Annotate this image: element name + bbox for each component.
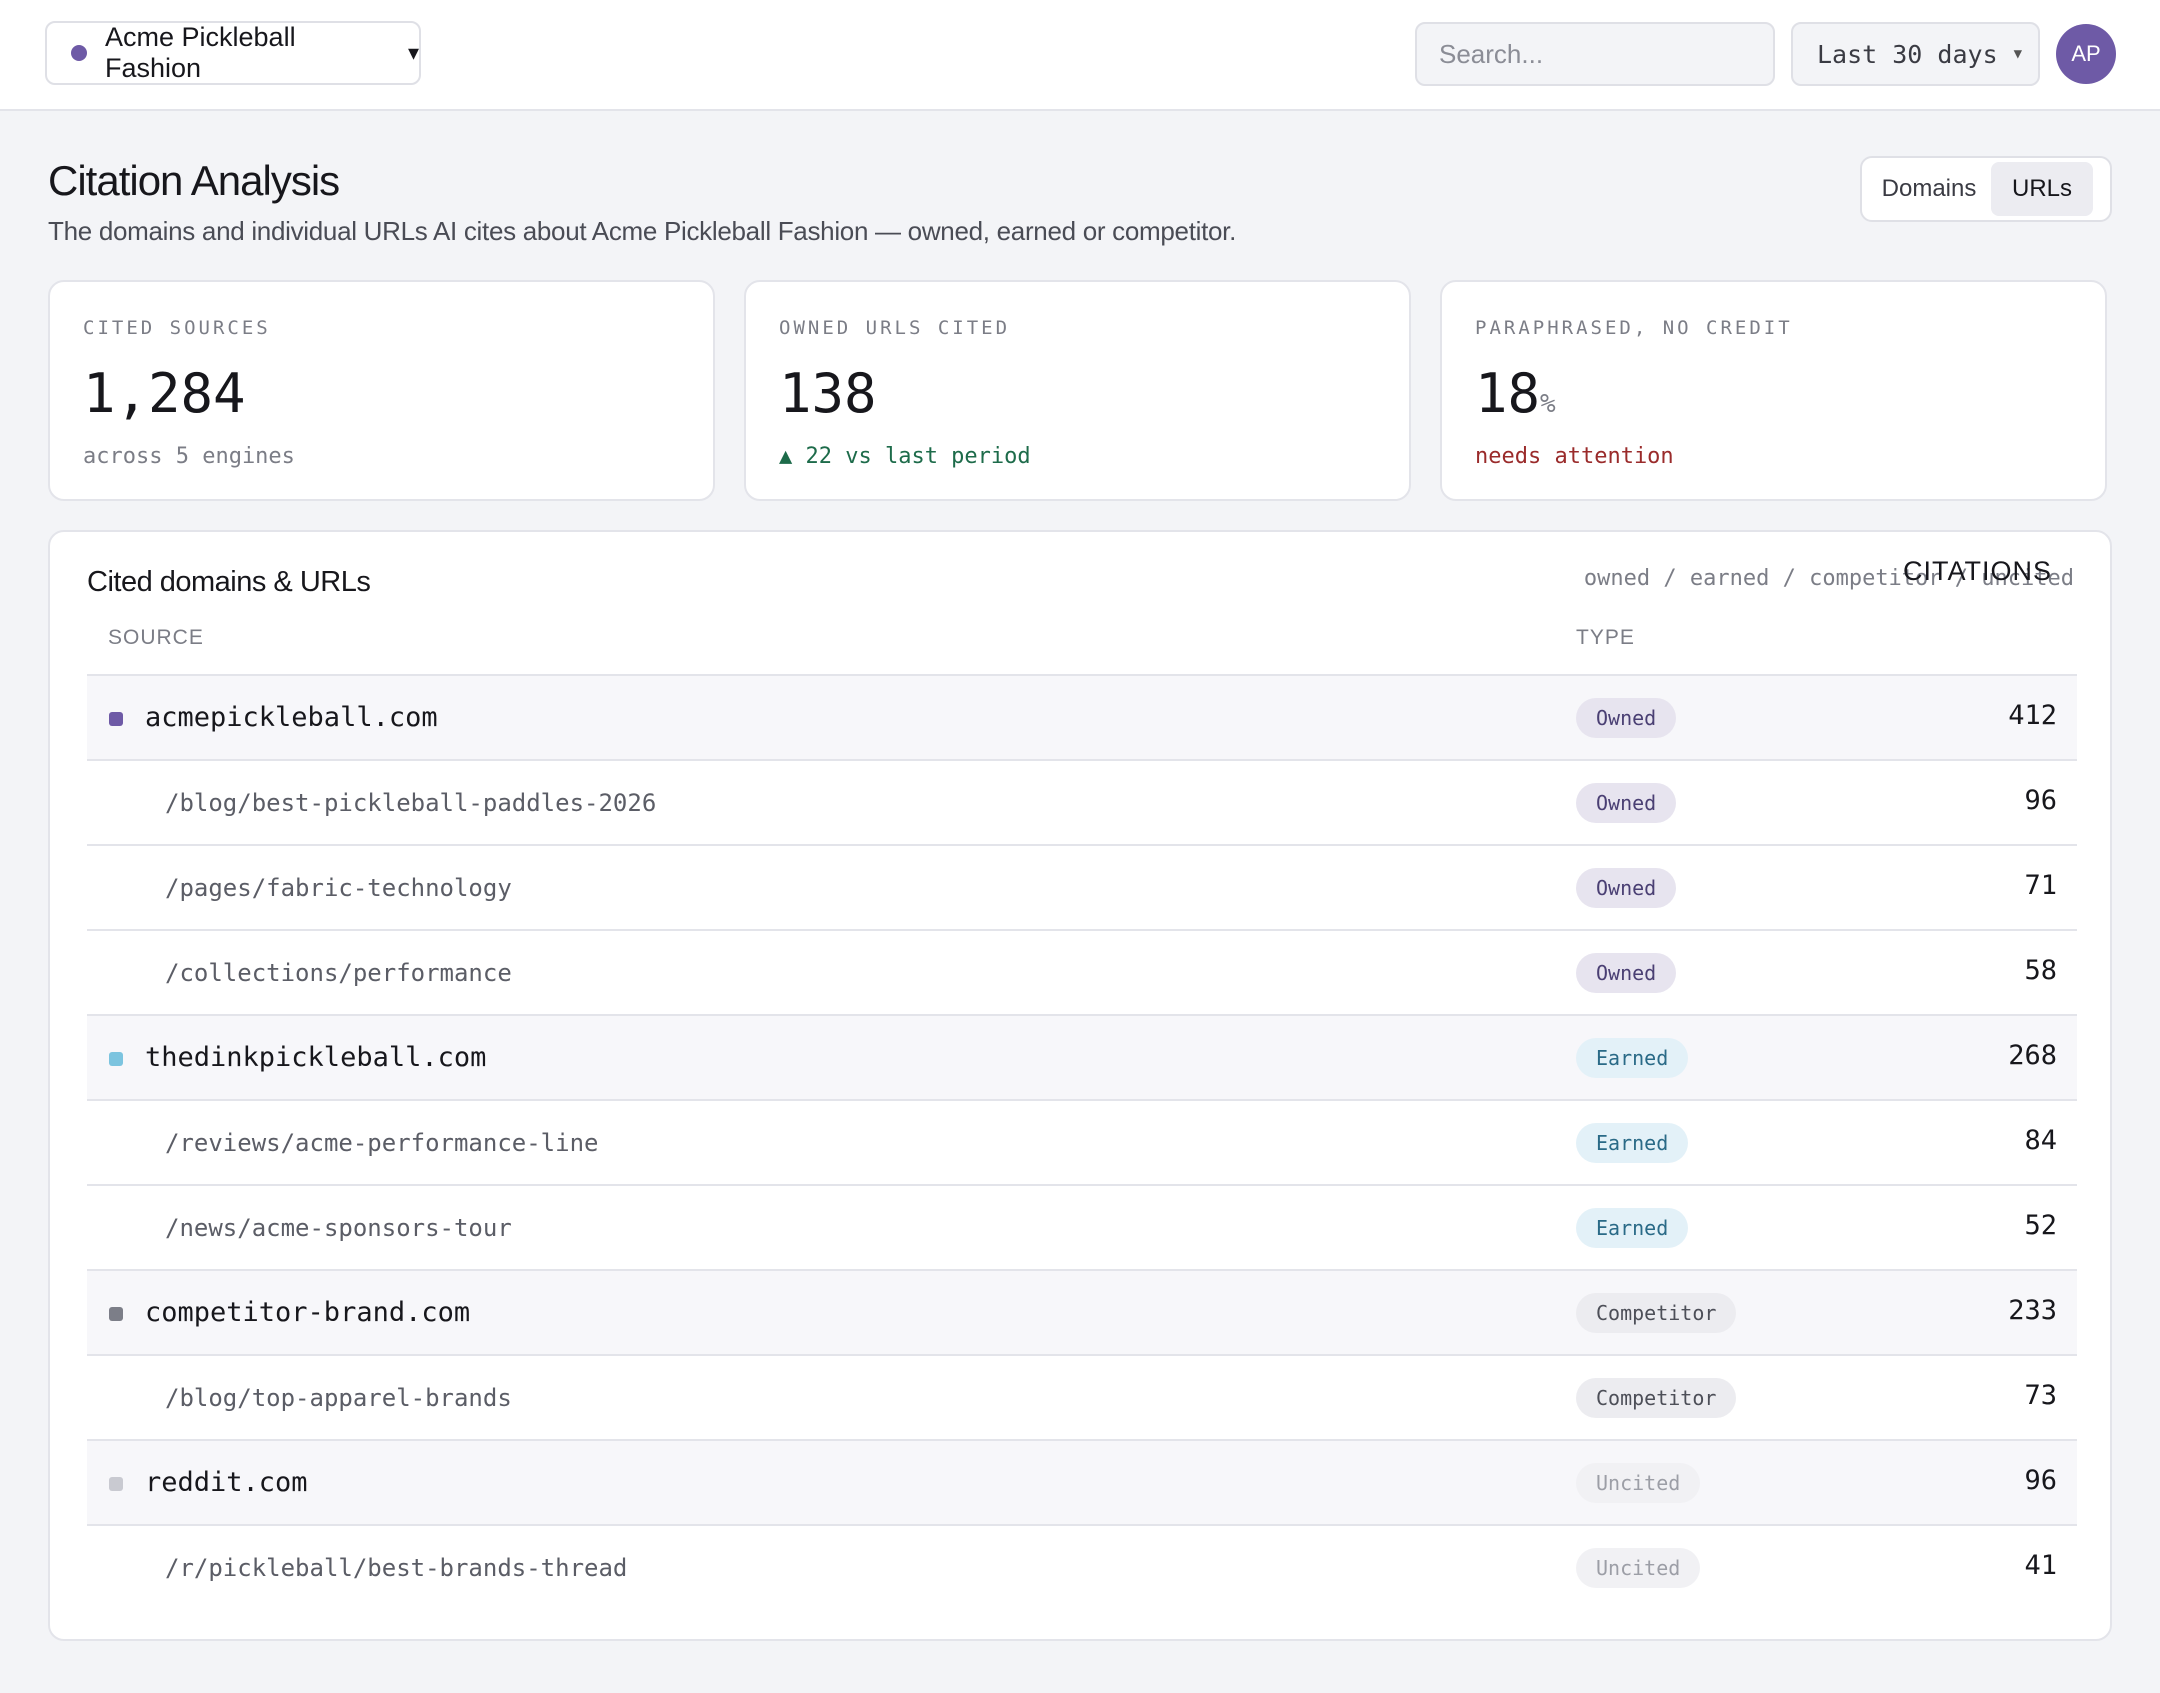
top-bar: Acme Pickleball Fashion ▾ Last 30 days ▼… bbox=[0, 0, 2160, 111]
kpi-label: CITED SOURCES bbox=[83, 317, 271, 339]
type-legend: owned / earned / competitor / uncited bbox=[1583, 566, 2074, 591]
table-row-url[interactable]: /pages/fabric-technology Owned 71 bbox=[87, 846, 2077, 931]
table-row-url[interactable]: /blog/best-pickleball-paddles-2026 Owned 9… bbox=[87, 761, 2077, 846]
citations-cell: 233 bbox=[2008, 1295, 2057, 1326]
type-badge: Earned bbox=[1576, 1038, 1689, 1078]
source-cell[interactable]: /news/acme-sponsors-tour bbox=[165, 1214, 512, 1242]
table-row-domain[interactable]: competitor-brand.com Competitor 233 bbox=[87, 1271, 2077, 1356]
citations-cell: 412 bbox=[2008, 700, 2057, 731]
kpi-card-cited-sources: CITED SOURCES 1,284 across 5 engines bbox=[48, 280, 715, 501]
source-cell[interactable]: /r/pickleball/best-brands-thread bbox=[165, 1554, 628, 1582]
kpi-value: 1,284 bbox=[83, 362, 246, 425]
type-badge: Owned bbox=[1576, 953, 1677, 993]
table-row-url[interactable]: /reviews/acme-performance-line Earned 84 bbox=[87, 1101, 2077, 1186]
column-header-source[interactable]: SOURCE bbox=[108, 626, 204, 649]
kpi-label: PARAPHRASED, NO CREDIT bbox=[1475, 317, 1793, 339]
chevron-down-icon: ▾ bbox=[407, 40, 419, 65]
source-cell: thedinkpickleball.com bbox=[145, 1042, 487, 1073]
citations-cell: 96 bbox=[2024, 1465, 2057, 1496]
type-swatch-icon bbox=[109, 1477, 123, 1491]
source-cell[interactable]: /reviews/acme-performance-line bbox=[165, 1129, 599, 1157]
citations-cell: 71 bbox=[2024, 870, 2057, 901]
type-badge: Uncited bbox=[1576, 1548, 1701, 1588]
panel-title: Cited domains & URLs bbox=[87, 566, 371, 598]
citations-cell: 84 bbox=[2024, 1125, 2057, 1156]
type-badge: Competitor bbox=[1576, 1293, 1737, 1333]
table-row-url[interactable]: /r/pickleball/best-brands-thread Uncited 4… bbox=[87, 1526, 2077, 1611]
brand-switcher[interactable]: Acme Pickleball Fashion ▾ bbox=[45, 21, 421, 85]
page-title: Citation Analysis bbox=[48, 157, 340, 204]
search-input[interactable] bbox=[1415, 22, 1775, 86]
source-cell[interactable]: /blog/best-pickleball-paddles-2026 bbox=[165, 789, 657, 817]
table-body: acmepickleball.com Owned 412/blog/best-pic… bbox=[87, 674, 2077, 1611]
avatar[interactable]: AP bbox=[2056, 24, 2116, 84]
type-badge: Competitor bbox=[1576, 1378, 1737, 1418]
kpi-value: 18% bbox=[1475, 362, 1556, 425]
source-cell[interactable]: /pages/fabric-technology bbox=[165, 874, 512, 902]
table-row-domain[interactable]: acmepickleball.com Owned 412 bbox=[87, 676, 2077, 761]
table-row-url[interactable]: /collections/performance Owned 58 bbox=[87, 931, 2077, 1016]
source-cell[interactable]: /blog/top-apparel-brands bbox=[165, 1384, 512, 1412]
citations-cell: 73 bbox=[2024, 1380, 2057, 1411]
kpi-value: 138 bbox=[779, 362, 877, 425]
citations-cell: 58 bbox=[2024, 955, 2057, 986]
citations-cell: 268 bbox=[2008, 1040, 2057, 1071]
page-subtitle: The domains and individual URLs AI cites… bbox=[48, 216, 1237, 246]
chevron-down-icon: ▼ bbox=[2013, 46, 2023, 62]
citations-cell: 41 bbox=[2024, 1550, 2057, 1581]
type-badge: Owned bbox=[1576, 868, 1677, 908]
type-badge: Uncited bbox=[1576, 1463, 1701, 1503]
kpi-card-owned-urls: OWNED URLS CITED 138 ▲ 22 vs last period bbox=[744, 280, 1411, 501]
kpi-card-paraphrased: PARAPHRASED, NO CREDIT 18% needs attenti… bbox=[1440, 280, 2107, 501]
brand-dot-icon bbox=[71, 45, 87, 61]
column-header-type[interactable]: TYPE bbox=[1576, 626, 1635, 649]
kpi-note: needs attention bbox=[1475, 444, 1674, 469]
table-row-domain[interactable]: thedinkpickleball.com Earned 268 bbox=[87, 1016, 2077, 1101]
type-badge: Owned bbox=[1576, 783, 1677, 823]
citations-cell: 96 bbox=[2024, 785, 2057, 816]
type-badge: Owned bbox=[1576, 698, 1677, 738]
kpi-label: OWNED URLS CITED bbox=[779, 317, 1011, 339]
toggle-domains[interactable]: Domains bbox=[1881, 175, 1977, 202]
source-cell: reddit.com bbox=[145, 1467, 308, 1498]
table-row-domain[interactable]: reddit.com Uncited 96 bbox=[87, 1441, 2077, 1526]
source-cell: acmepickleball.com bbox=[145, 702, 438, 733]
type-badge: Earned bbox=[1576, 1208, 1689, 1248]
source-cell: competitor-brand.com bbox=[145, 1297, 471, 1328]
view-toggle: Domains URLs bbox=[1860, 156, 2112, 222]
type-swatch-icon bbox=[109, 1052, 123, 1066]
kpi-note: ▲ 22 vs last period bbox=[779, 444, 1031, 469]
date-range-label: Last 30 days bbox=[1817, 39, 1998, 69]
type-swatch-icon bbox=[109, 1307, 123, 1321]
brand-name: Acme Pickleball Fashion bbox=[105, 22, 296, 83]
kpi-note: across 5 engines bbox=[83, 444, 295, 469]
table-row-url[interactable]: /blog/top-apparel-brands Competitor 73 bbox=[87, 1356, 2077, 1441]
type-swatch-icon bbox=[109, 712, 123, 726]
type-badge: Earned bbox=[1576, 1123, 1689, 1163]
table-row-url[interactable]: /news/acme-sponsors-tour Earned 52 bbox=[87, 1186, 2077, 1271]
citations-table-panel: Cited domains & URLs owned / earned / co… bbox=[48, 530, 2112, 1641]
date-range-select[interactable]: Last 30 days ▼ bbox=[1791, 22, 2040, 86]
source-cell[interactable]: /collections/performance bbox=[165, 959, 512, 987]
citations-cell: 52 bbox=[2024, 1210, 2057, 1241]
column-header-citations[interactable]: CITATIONS bbox=[1903, 556, 2052, 586]
toggle-urls[interactable]: URLs bbox=[1991, 162, 2093, 216]
